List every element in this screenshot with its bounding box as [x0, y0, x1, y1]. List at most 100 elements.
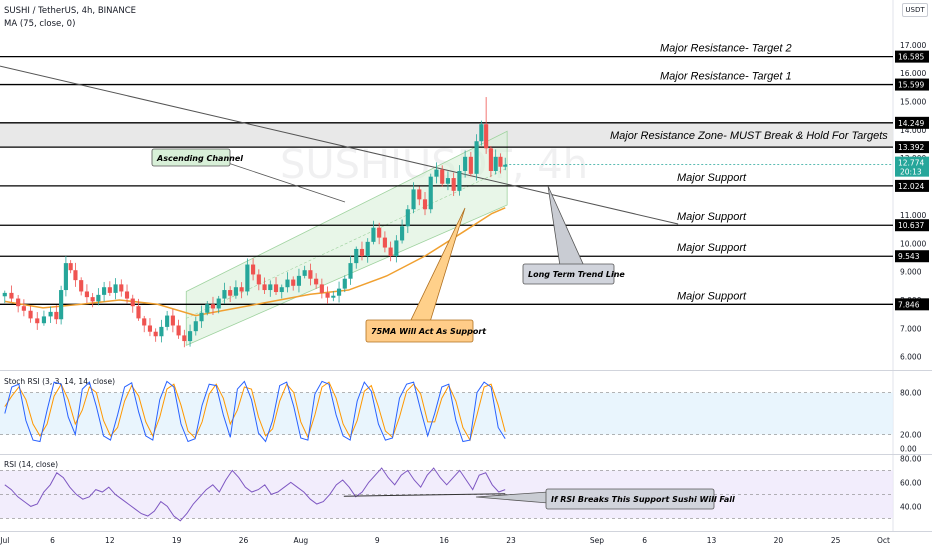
candle-body — [474, 141, 479, 174]
candle-body — [73, 270, 78, 281]
ascending-channel — [185, 130, 508, 346]
stoch-tick-label: 0.00 — [900, 445, 917, 454]
candle-body — [488, 148, 493, 171]
candle — [182, 329, 187, 348]
level-price-tag — [895, 298, 929, 311]
candle-body — [451, 178, 456, 191]
price-tick-label: 14.000 — [900, 126, 926, 135]
candle-body — [296, 275, 302, 286]
price-tick-label: 6.000 — [900, 353, 922, 362]
candle — [9, 285, 14, 303]
candle — [222, 282, 227, 304]
candle — [400, 219, 405, 244]
candle-body — [59, 290, 64, 320]
candle — [382, 231, 387, 253]
candle-body — [159, 326, 164, 337]
candle-countdown: 20:13 — [900, 168, 922, 177]
candle — [488, 145, 493, 178]
resistance-zone-label: Major Resistance Zone- MUST Break & Hold… — [610, 130, 888, 142]
candle — [68, 260, 73, 274]
candle-body — [308, 270, 313, 279]
candle — [2, 290, 7, 304]
date-tick-label: 26 — [239, 536, 249, 545]
date-tick-label: 6 — [50, 536, 55, 545]
candle — [187, 324, 193, 347]
trend-line-label: Long Term Trend Line — [528, 270, 625, 279]
price-tick-label: 7.000 — [900, 324, 922, 333]
candle — [331, 291, 336, 302]
candle — [308, 263, 313, 286]
candle-body — [199, 312, 204, 322]
chart-title: SUSHI / TetherUS, 4h, BINANCE — [4, 6, 136, 16]
candle — [445, 171, 451, 191]
candle-body — [382, 237, 387, 248]
candle-body — [193, 321, 198, 332]
date-tick-label: 13 — [707, 536, 717, 545]
rsi-tick-label: 60.00 — [900, 478, 922, 487]
candle-body — [54, 311, 59, 320]
candle — [479, 120, 484, 146]
currency-badge[interactable]: USDT — [902, 3, 928, 17]
candle — [21, 299, 26, 317]
candle-body — [279, 287, 284, 293]
level-price-tag — [895, 141, 929, 154]
callout-box-trend — [522, 263, 615, 285]
candle-body — [205, 304, 210, 313]
candle — [498, 153, 503, 174]
candle — [417, 186, 422, 206]
candle-body — [170, 315, 175, 326]
candle-body — [411, 189, 416, 210]
candle-body — [336, 288, 342, 296]
level-price-tag — [895, 219, 929, 232]
candle-body — [68, 263, 73, 271]
candle-body — [493, 156, 498, 171]
date-tick-label: 16 — [439, 536, 449, 545]
candle — [170, 309, 175, 333]
candle — [342, 275, 347, 293]
stoch-rsi-label: Stoch RSI (3, 3, 14, 14, close) — [4, 377, 115, 386]
ma-support-label: 75MA Will Act As Support — [371, 327, 487, 336]
price-tick-label: 16.000 — [900, 69, 926, 78]
candle-body — [400, 226, 405, 241]
candle-body — [153, 331, 158, 337]
candle — [245, 258, 250, 296]
candle-body — [21, 306, 26, 311]
candle — [199, 305, 204, 328]
candle — [325, 286, 330, 304]
level-price-tag — [895, 78, 929, 91]
candle-body — [268, 284, 273, 291]
callout-box-ma — [365, 319, 474, 343]
candle — [256, 269, 261, 291]
candle — [159, 319, 164, 343]
date-tick-label: 23 — [506, 536, 516, 545]
candle-body — [377, 227, 382, 238]
candle-body — [365, 241, 370, 257]
candle — [440, 165, 445, 187]
candle-body — [348, 263, 353, 279]
candle-body — [498, 156, 503, 167]
level-label: Major Resistance- Target 2 — [660, 43, 792, 55]
candle — [285, 272, 290, 293]
candle — [113, 278, 118, 300]
candle — [359, 241, 365, 261]
candle-body — [107, 287, 112, 293]
candle-body — [394, 240, 399, 257]
candle-body — [233, 287, 238, 296]
candle-body — [457, 170, 462, 191]
candle-body — [216, 298, 221, 309]
stoch-d-line — [4, 381, 506, 442]
rsi-support-line — [343, 493, 506, 497]
candle-body — [314, 278, 319, 285]
candle — [153, 328, 158, 342]
candle — [451, 172, 456, 197]
ascending-channel-label: Ascending Channel — [156, 154, 243, 163]
price-tick-label: 11.000 — [900, 211, 926, 220]
current-price-label: 12.774 — [898, 159, 924, 168]
candle — [48, 306, 53, 323]
candle-body — [16, 298, 21, 307]
candle-body — [422, 199, 428, 210]
date-tick-label: 9 — [375, 536, 380, 545]
candle-body — [256, 274, 261, 285]
candle — [394, 235, 399, 263]
level-price-label: 15.599 — [898, 81, 924, 90]
